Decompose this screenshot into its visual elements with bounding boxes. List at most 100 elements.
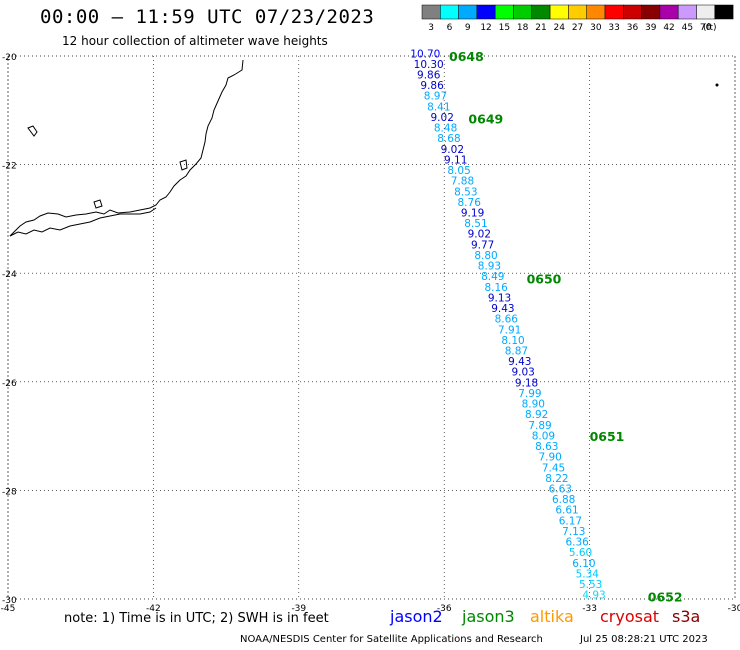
- wave-height-label: 10.30: [414, 59, 444, 71]
- wave-height-label: 9.03: [511, 367, 534, 379]
- satellite-jason2: jason2: [390, 607, 443, 626]
- legend-label: 39: [645, 23, 657, 33]
- wave-height-label: 8.09: [532, 430, 555, 442]
- wave-height-label: 5.60: [569, 547, 592, 559]
- lon-tick-label: -30: [728, 604, 740, 614]
- wave-height-label: 7.88: [451, 176, 474, 188]
- legend-label: 6: [447, 23, 453, 33]
- island-shape: [179, 159, 188, 171]
- map-title: 00:00 – 11:59 UTC 07/23/2023: [40, 6, 375, 28]
- satellite-altika: altika: [530, 607, 574, 626]
- legend-label: 12: [480, 23, 491, 33]
- lat-tick-label: -22: [2, 162, 17, 172]
- satellite-cryosat: cryosat: [600, 607, 660, 626]
- lon-tick-label: -36: [437, 604, 452, 614]
- legend-label: 24: [554, 23, 566, 33]
- legend-label: 70: [700, 23, 712, 33]
- lat-tick-label: -20: [2, 53, 17, 63]
- satellite-s3a: s3a: [672, 607, 701, 626]
- lon-tick-label: -42: [146, 604, 161, 614]
- legend-unit: (ft): [703, 23, 717, 33]
- legend-label: 27: [572, 23, 583, 33]
- legend-swatch: [458, 4, 478, 20]
- wave-height-label: 7.91: [498, 324, 521, 336]
- wave-height-label: 6.36: [565, 537, 589, 549]
- map-subtitle: 12 hour collection of altimeter wave hei…: [62, 34, 328, 48]
- legend-swatch: [568, 4, 587, 20]
- lon-tick-label: -45: [1, 604, 16, 614]
- legend-label: 36: [627, 23, 639, 33]
- lat-tick-label: -26: [2, 379, 17, 389]
- legend-swatch: [659, 4, 679, 20]
- legend-label: 3: [428, 23, 434, 33]
- time-label: 0651: [590, 429, 625, 444]
- wave-height-label: 7.99: [518, 388, 541, 400]
- wave-height-label: 9.13: [488, 292, 511, 304]
- generated-timestamp: Jul 25 08:28:21 UTC 2023: [580, 634, 708, 645]
- legend-swatch: [440, 4, 459, 20]
- wave-height-label: 9.02: [431, 112, 454, 124]
- legend-label: 15: [499, 23, 510, 33]
- wave-height-label: 9.11: [444, 154, 467, 166]
- satellite-jason3: jason3: [462, 607, 515, 626]
- units-note: note: 1) Time is in UTC; 2) SWH is in fe…: [64, 611, 329, 626]
- wave-height-label: 6.10: [572, 558, 595, 570]
- wave-height-label: 9.02: [468, 229, 491, 241]
- wave-height-label: 9.77: [471, 239, 494, 251]
- legend-swatch: [476, 4, 496, 20]
- wave-height-label: 9.86: [420, 80, 444, 92]
- color-legend: 3 6 9 12 15 18 21 24 27 30 33 36 39 42 45 70(ft): [421, 4, 734, 33]
- island-shape: [27, 125, 38, 137]
- wave-height-label: 8.16: [484, 282, 508, 294]
- wave-height-label: 6.61: [555, 505, 578, 517]
- island-dot: [715, 83, 719, 87]
- legend-swatch: [421, 4, 441, 20]
- wave-height-label: 8.90: [522, 399, 545, 411]
- wave-height-label: 9.18: [515, 377, 538, 389]
- lat-tick-label: -24: [2, 270, 17, 280]
- legend-swatch: [586, 4, 606, 20]
- wave-height-label: 10.70: [410, 48, 440, 60]
- lat-tick-label: -28: [2, 487, 17, 497]
- legend-swatch: [677, 4, 697, 20]
- wave-height-label: 9.02: [441, 144, 464, 156]
- legend-label: 30: [590, 23, 602, 33]
- legend-swatch: [494, 4, 514, 20]
- wave-height-label: 8.80: [474, 250, 497, 262]
- wave-height-label: 7.13: [562, 526, 585, 538]
- wave-height-label: 9.19: [461, 208, 484, 220]
- wave-height-label: 8.49: [481, 271, 504, 283]
- wave-height-label: 8.92: [525, 409, 548, 421]
- wave-height-label: 5.34: [576, 568, 600, 580]
- legend-label: 18: [517, 23, 529, 33]
- wave-height-label: 6.88: [552, 494, 575, 506]
- legend-swatch: [696, 4, 716, 20]
- legend-swatch: [513, 4, 533, 20]
- wave-height-label: 9.43: [508, 356, 531, 368]
- wave-height-label: 8.05: [447, 165, 470, 177]
- credit-line: NOAA/NESDIS Center for Satellite Applica…: [240, 634, 543, 645]
- wave-height-label: 8.53: [454, 186, 477, 198]
- altimeter-track: 10.7010.309.869.868.978.419.028.488.689.…: [410, 48, 682, 604]
- legend-swatch: [623, 4, 642, 20]
- wave-height-label: 8.22: [545, 473, 568, 485]
- time-label: 0649: [468, 111, 503, 126]
- axis-tick-labels: -20-22-24-26-28-30-45 -42 -39 -36 -33 -30: [1, 53, 740, 614]
- wave-height-label: 8.68: [437, 133, 460, 145]
- wave-height-label: 4.93: [582, 590, 605, 602]
- wave-height-label: 6.63: [549, 484, 572, 496]
- wave-height-label: 8.87: [505, 346, 528, 358]
- wave-height-label: 8.66: [495, 314, 519, 326]
- wave-height-label: 8.48: [434, 123, 457, 135]
- lat-tick-label: -30: [2, 596, 17, 606]
- wave-height-label: 9.86: [417, 70, 441, 82]
- time-label: 0648: [449, 49, 484, 64]
- lon-tick-label: -33: [582, 604, 597, 614]
- legend-label: 45: [682, 23, 693, 33]
- time-label: 0650: [527, 272, 562, 287]
- coastline: [9, 59, 719, 237]
- wave-height-label: 8.63: [535, 441, 558, 453]
- wave-height-label: 8.93: [478, 261, 501, 273]
- lon-tick-label: -39: [291, 604, 306, 614]
- wave-height-label: 8.51: [464, 218, 487, 230]
